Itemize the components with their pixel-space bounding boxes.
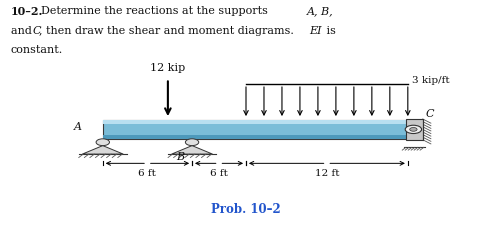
Bar	[103, 120, 408, 124]
Circle shape	[405, 125, 421, 134]
Text: and: and	[11, 26, 35, 36]
Circle shape	[96, 139, 109, 146]
Text: EI: EI	[310, 26, 322, 36]
Circle shape	[185, 139, 199, 146]
Text: A: A	[74, 122, 83, 133]
Bar	[103, 135, 408, 139]
Polygon shape	[172, 146, 213, 154]
Text: Determine the reactions at the supports: Determine the reactions at the supports	[41, 6, 271, 16]
Polygon shape	[83, 146, 123, 154]
Text: is: is	[323, 26, 336, 36]
Text: A, B,: A, B,	[307, 6, 334, 16]
Text: B: B	[176, 152, 184, 162]
Text: 12 kip: 12 kip	[150, 63, 185, 73]
Circle shape	[410, 127, 417, 131]
Text: C: C	[33, 26, 41, 36]
Text: 6 ft: 6 ft	[139, 169, 156, 178]
Text: 10–2.: 10–2.	[11, 6, 43, 17]
Text: constant.: constant.	[11, 45, 63, 55]
Polygon shape	[406, 119, 423, 140]
Text: Prob. 10–2: Prob. 10–2	[211, 203, 281, 216]
Text: , then draw the shear and moment diagrams.: , then draw the shear and moment diagram…	[39, 26, 298, 36]
Text: 12 ft: 12 ft	[315, 169, 339, 178]
Text: 6 ft: 6 ft	[210, 169, 228, 178]
Text: 3 kip/ft: 3 kip/ft	[411, 76, 449, 85]
Text: C: C	[426, 109, 434, 119]
Bar	[103, 120, 408, 139]
